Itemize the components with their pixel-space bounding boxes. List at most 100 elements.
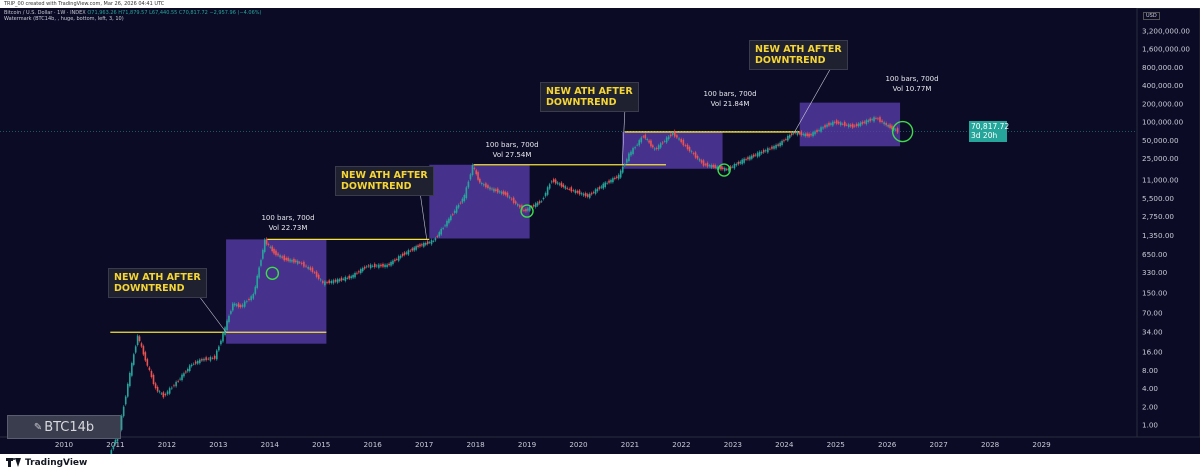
candle-body (265, 238, 268, 245)
annotation-pointer (621, 107, 626, 165)
candle-body (875, 118, 877, 119)
candle-body (142, 346, 145, 355)
candle-body (889, 124, 891, 128)
candle-body (296, 260, 299, 264)
ohlc-values: O71,963.26 H71,879.57 L67,440.55 C70,817… (87, 10, 262, 16)
candle-body (508, 196, 511, 198)
candle-body (461, 198, 464, 203)
candle-body (536, 202, 539, 206)
plot-area (0, 8, 1137, 437)
candle-body (138, 336, 141, 341)
x-tick-label: 2012 (158, 440, 176, 449)
box-label-vol: Vol 21.84M (710, 100, 750, 108)
candle-body (436, 236, 439, 237)
x-tick-label: 2026 (878, 440, 897, 449)
candle-body (619, 170, 622, 178)
candle-body (525, 209, 527, 212)
y-tick-label: 70.00 (1142, 309, 1163, 318)
candle-body (869, 118, 871, 122)
tradingview-logo[interactable]: TradingView (6, 456, 87, 469)
candle-body (194, 361, 197, 364)
candle-body (233, 303, 236, 306)
annotation-line2: DOWNTREND (341, 181, 412, 192)
candle-body (891, 125, 893, 129)
candle-body (392, 260, 394, 265)
y-tick-label: 1,350.00 (1142, 231, 1174, 240)
ath-annotation-2[interactable]: NEW ATH AFTER DOWNTREND (335, 166, 434, 196)
candle-body (220, 340, 222, 345)
candle-body (783, 140, 785, 142)
candle-body (371, 265, 374, 267)
candle-body (729, 166, 732, 169)
candle-body (751, 155, 753, 159)
candle-body (361, 268, 364, 272)
annotation-line2: DOWNTREND (546, 97, 617, 108)
candle-body (132, 354, 135, 365)
box-label-vol: Vol 22.73M (268, 224, 308, 232)
ath-annotation-3[interactable]: NEW ATH AFTER DOWNTREND (540, 82, 639, 112)
candle-body (552, 179, 555, 182)
candle-body (328, 280, 330, 284)
candle-body (203, 358, 205, 361)
x-tick-label: 2010 (55, 440, 74, 449)
watermark-indicator-line[interactable]: Watermark (BTC14b, , huge, bottom, left,… (4, 16, 124, 22)
candle-body (661, 142, 664, 144)
price-axis-panel (1136, 7, 1200, 438)
candle-body (855, 123, 858, 127)
ath-annotation-4[interactable]: NEW ATH AFTER DOWNTREND (749, 40, 848, 70)
candle-body (727, 167, 730, 171)
candle-body (745, 158, 747, 160)
annotation-pointer (419, 191, 428, 240)
candle-body (346, 277, 349, 279)
candle-body (450, 215, 452, 221)
candle-body (502, 191, 505, 195)
candle-body (566, 187, 569, 189)
y-tick-label: 11,000.00 (1142, 176, 1179, 185)
candle-body (356, 272, 358, 274)
candle-body (380, 264, 382, 267)
candle-body (698, 159, 701, 161)
candle-body (386, 264, 388, 267)
candle-body (626, 159, 628, 163)
annotation-line1: NEW ATH AFTER (114, 272, 201, 283)
candle-body (442, 228, 444, 229)
candle-body (388, 263, 390, 266)
candle-body (800, 131, 803, 136)
candle-body (655, 147, 658, 150)
candle-body (465, 187, 468, 199)
candle-body (382, 263, 384, 267)
candle-body (267, 244, 270, 245)
candle-body (871, 119, 873, 121)
candle-body (743, 158, 745, 163)
candle-body (843, 121, 846, 126)
candle-body (321, 281, 324, 283)
candle-body (621, 166, 624, 173)
candle-body (704, 164, 707, 166)
annotation-line2: DOWNTREND (114, 283, 185, 294)
candle-body (500, 191, 503, 194)
candle-body (269, 246, 272, 248)
watermark-box: ✎ BTC14b (7, 415, 121, 439)
candle-body (432, 241, 435, 242)
x-tick-label: 2014 (261, 440, 280, 449)
ath-annotation-1[interactable]: NEW ATH AFTER DOWNTREND (108, 268, 207, 298)
candle-body (712, 164, 715, 168)
candle-body (564, 186, 567, 189)
candle-body (806, 133, 808, 136)
candle-body (369, 264, 372, 269)
currency-label[interactable]: USD (1143, 12, 1160, 20)
candle-body (773, 146, 775, 149)
candle-body (676, 135, 678, 138)
y-tick-label: 50,000.00 (1142, 136, 1179, 145)
candle-body (498, 191, 501, 193)
annotation-line1: NEW ATH AFTER (755, 44, 842, 55)
candle-body (816, 130, 818, 133)
y-tick-label: 3,200,000.00 (1142, 27, 1190, 36)
candle-body (164, 393, 167, 396)
y-tick-label: 100,000.00 (1142, 118, 1184, 127)
candle-body (183, 373, 185, 377)
candle-body (122, 406, 125, 417)
candle-body (190, 364, 193, 367)
candle-body (781, 140, 783, 146)
